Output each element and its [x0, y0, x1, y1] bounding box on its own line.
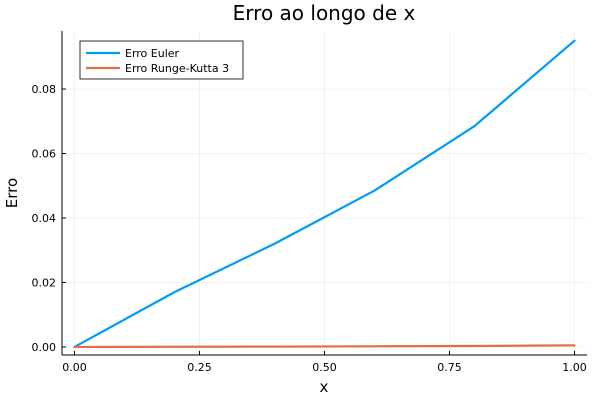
y-tick-label: 0.04: [32, 212, 57, 225]
chart-title: Erro ao longo de x: [233, 1, 416, 25]
y-tick-label: 0.08: [32, 83, 57, 96]
x-axis-title: x: [320, 378, 329, 396]
legend-box: [79, 40, 244, 80]
y-tick-label: 0.06: [32, 148, 57, 161]
x-tick-label: 0.00: [62, 361, 87, 374]
legend: Erro Euler Erro Runge-Kutta 3: [79, 40, 244, 80]
x-tick-label: 0.25: [187, 361, 212, 374]
x-tick-label: 0.50: [312, 361, 337, 374]
series-line-2: [73, 344, 576, 349]
x-tick-label: 1.00: [562, 361, 587, 374]
y-tick-label: 0.00: [32, 341, 57, 354]
legend-label-1: Erro Euler: [125, 47, 180, 60]
series-line-1: [73, 39, 576, 349]
legend-label-2: Erro Runge-Kutta 3: [125, 62, 229, 75]
y-tick-label: 0.02: [32, 276, 57, 289]
y-axis-title: Erro: [3, 178, 21, 208]
tick-marks: 0.00 0.25 0.50 0.75 1.00 0.00 0.02 0.04 0.06 0.08: [32, 83, 587, 374]
series-lines: [73, 39, 576, 349]
x-tick-label: 0.75: [437, 361, 462, 374]
